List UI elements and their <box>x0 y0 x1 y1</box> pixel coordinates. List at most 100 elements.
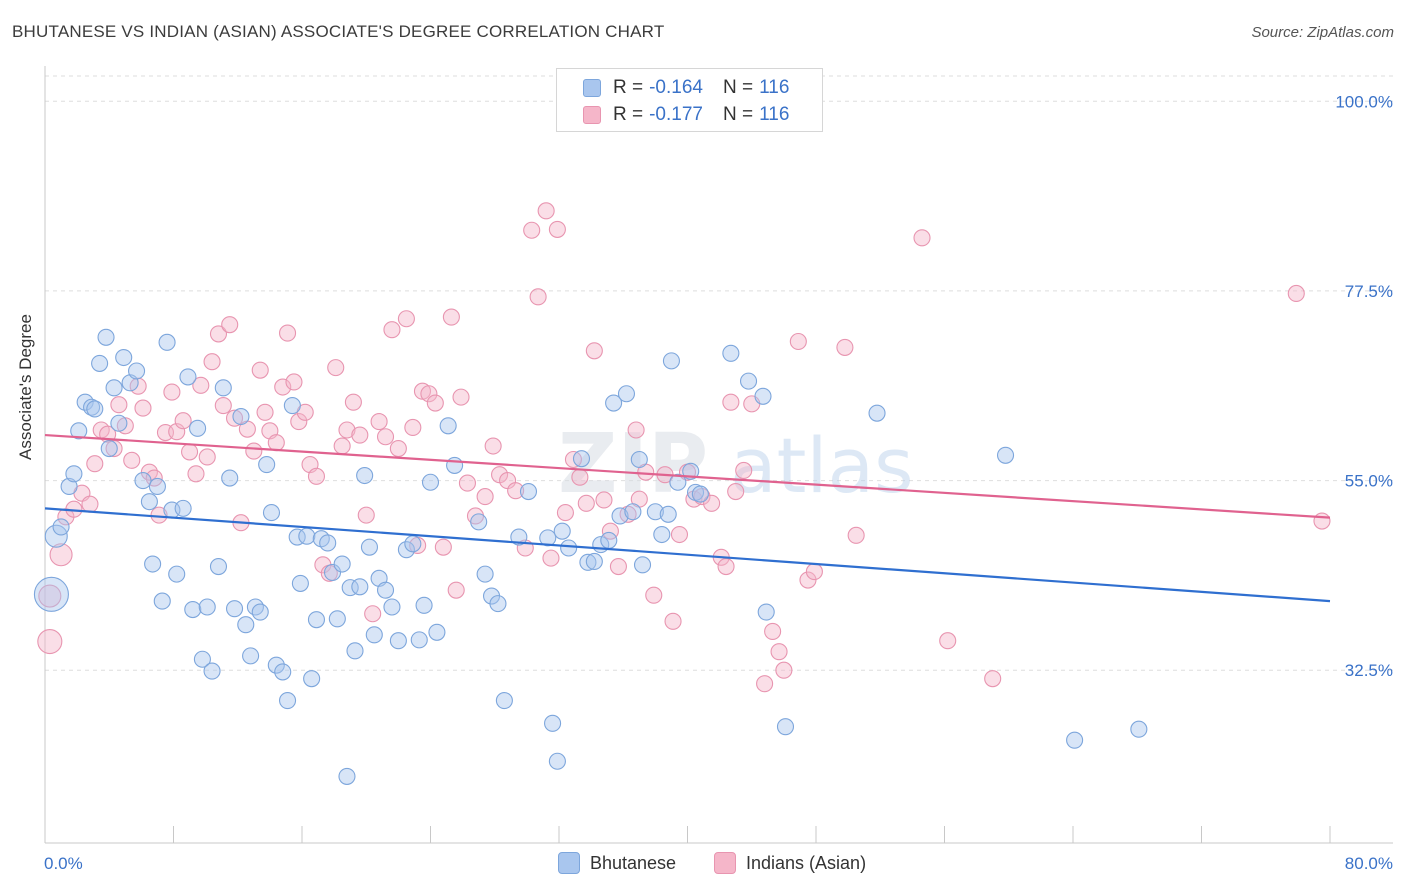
legend-r-value: -0.177 <box>649 104 703 125</box>
legend-item-indians[interactable]: Indians (Asian) <box>714 852 866 874</box>
bhutanese-point <box>144 555 162 573</box>
indians-point <box>805 563 823 581</box>
y-axis-label: Associate's Degree <box>16 314 35 460</box>
indians-point <box>168 423 186 441</box>
indians-point <box>327 359 345 377</box>
bhutanese-point <box>262 504 281 522</box>
legend-label-bhutanese: Bhutanese <box>590 852 677 873</box>
bhutanese-point <box>283 397 301 415</box>
indians-point <box>789 332 807 351</box>
legend-r-label: R = <box>613 104 644 125</box>
bhutanese-point <box>389 632 407 650</box>
bhutanese-point <box>105 379 123 397</box>
bhutanese-point <box>140 493 158 511</box>
indians-point <box>187 465 205 483</box>
indians-point <box>585 342 603 360</box>
bhutanese-point <box>203 662 221 680</box>
source-credit: Source: ZipAtlas.com <box>1251 24 1394 41</box>
indians-point <box>577 494 595 512</box>
indians-point <box>548 220 566 238</box>
indians-point <box>338 421 356 439</box>
legend-n-value: 116 <box>759 104 790 125</box>
indians-point <box>529 288 547 306</box>
indians-point <box>984 670 1002 688</box>
bhutanese-point <box>128 362 146 380</box>
bhutanese-point <box>52 518 70 536</box>
bhutanese-point <box>184 600 202 619</box>
indians-point <box>256 403 274 421</box>
indians-point <box>251 361 269 379</box>
bhutanese-point <box>198 598 216 616</box>
bhutanese-point <box>544 714 562 732</box>
indians-point <box>939 632 957 650</box>
legend-swatch-blue <box>583 79 601 97</box>
bhutanese-point <box>722 344 740 362</box>
bhutanese-point <box>600 531 618 549</box>
indians-point <box>1287 284 1305 303</box>
bhutanese-point <box>193 650 211 668</box>
bhutanese-point <box>323 563 342 581</box>
indians-trend-line <box>44 433 1331 519</box>
indians-point <box>134 399 152 417</box>
indians-point <box>447 581 465 599</box>
indians-point <box>645 586 663 604</box>
indians-point <box>542 549 560 567</box>
indians-point <box>452 388 470 406</box>
indians-point <box>376 428 395 446</box>
bhutanese-point <box>168 565 186 583</box>
bhutanese-point <box>86 400 104 418</box>
tick-labels: 32.5% 55.0% 77.5% 100.0% 0.0% 80.0% <box>44 92 1393 873</box>
bhutanese-point <box>351 578 369 596</box>
bhutanese-point <box>428 623 446 641</box>
indians-point <box>383 321 401 339</box>
bhutanese-point <box>376 581 395 599</box>
bhutanese-point <box>33 576 69 612</box>
indians-point <box>245 442 263 460</box>
indians-point <box>221 316 239 334</box>
chart-title: BHUTANESE VS INDIAN (ASIAN) ASSOCIATE'S … <box>12 22 665 41</box>
bhutanese-point <box>115 348 133 367</box>
bhutanese-point <box>519 482 538 501</box>
bhutanese-point <box>757 603 775 621</box>
indians-point <box>81 495 99 513</box>
bhutanese-point <box>383 598 401 616</box>
bhutanese-point <box>553 522 571 540</box>
legend-swatch-bhutanese <box>558 852 580 874</box>
bhutanese-point <box>624 503 642 521</box>
series-legend: Bhutanese Indians (Asian) <box>0 852 1406 878</box>
bhutanese-point <box>148 477 166 496</box>
indians-point <box>847 526 865 544</box>
indians-point <box>203 353 221 371</box>
indians-point <box>799 571 817 589</box>
indians-point <box>913 229 931 247</box>
indians-point <box>192 376 210 394</box>
bhutanese-point <box>242 647 260 665</box>
bhutanese-point <box>868 404 886 422</box>
legend-n-label: N = <box>722 104 754 125</box>
legend-n-value: 116 <box>759 77 790 98</box>
indians-point <box>420 385 438 403</box>
indians-point <box>357 506 375 524</box>
indians-point <box>225 409 244 427</box>
bhutanese-point <box>739 372 758 390</box>
bhutanese-point <box>605 394 623 412</box>
bhutanese-point <box>776 718 795 736</box>
indians-point <box>49 543 73 567</box>
bhutanese-point <box>246 598 264 616</box>
bhutanese-point <box>189 419 207 437</box>
bhutanese-point <box>356 466 374 485</box>
bhutanese-point <box>1130 720 1148 738</box>
legend-swatch-indians <box>714 852 736 874</box>
legend-r-value: -0.164 <box>649 77 703 98</box>
legend-r-label: R = <box>613 77 644 98</box>
legend-item-bhutanese[interactable]: Bhutanese <box>558 852 676 874</box>
indians-point <box>537 202 555 220</box>
indians-point <box>344 393 362 411</box>
bhutanese-point <box>630 450 648 469</box>
bhutanese-point <box>662 352 680 370</box>
bhutanese-point <box>579 553 597 571</box>
watermark-atlas: atlas <box>730 421 914 510</box>
indians-point <box>123 451 141 469</box>
bhutanese-point <box>360 538 379 556</box>
